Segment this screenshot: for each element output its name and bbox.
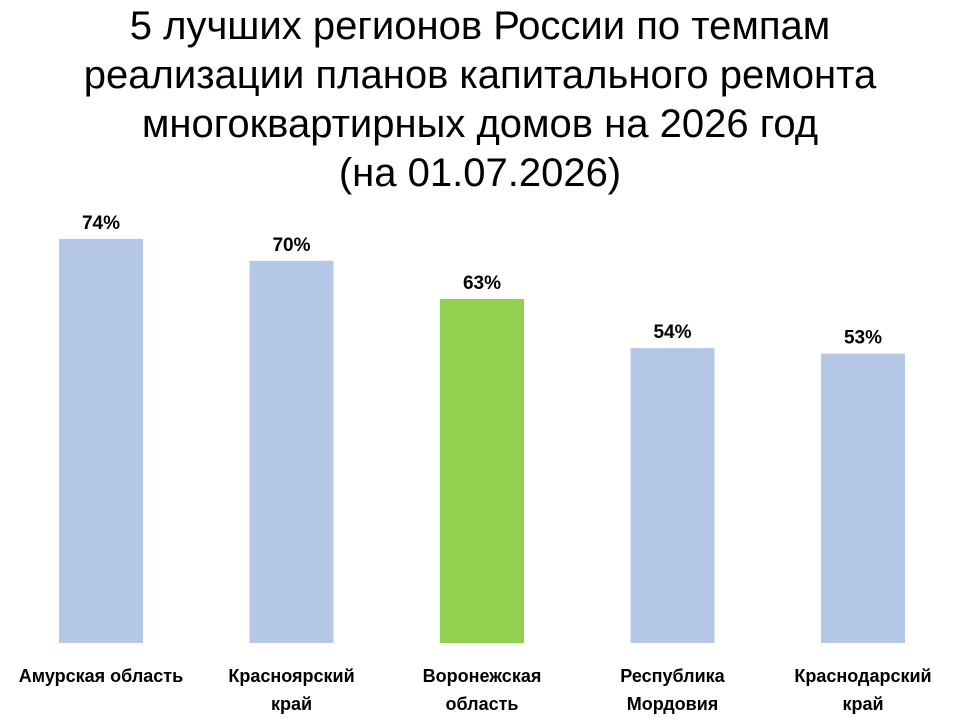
x-tick-label: Амурская область	[18, 666, 184, 686]
x-tick-label: Воронежская область	[422, 666, 542, 714]
value-label: 74%	[82, 213, 120, 234]
value-label: 63%	[463, 273, 501, 294]
bar	[249, 260, 334, 643]
value-label: 53%	[844, 328, 882, 349]
x-tick-label: Республика Мордовия	[620, 666, 725, 714]
bar	[821, 353, 905, 643]
chart-title: 5 лучших регионов России по темпам реали…	[83, 4, 877, 195]
bar	[440, 299, 524, 643]
value-label: 70%	[272, 235, 310, 256]
bar	[59, 238, 143, 643]
x-tick-label: Краснодарский край	[794, 666, 932, 714]
x-tick-label: Красноярский край	[228, 666, 355, 714]
value-label: 54%	[653, 322, 691, 343]
bar	[630, 348, 715, 643]
